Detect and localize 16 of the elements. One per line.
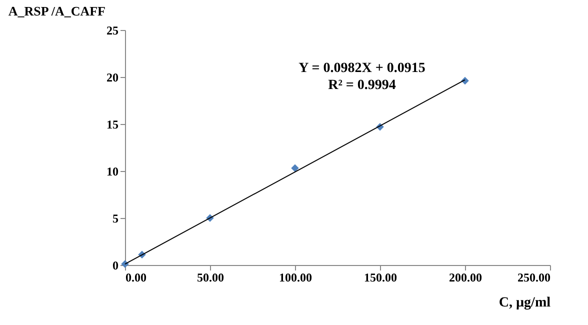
- annotation: R² = 0.9994: [328, 78, 396, 93]
- y-axis-title: A_RSP /A_CAFF: [8, 4, 106, 18]
- y-tick-label: 15: [106, 118, 118, 132]
- y-tick-label: 20: [106, 70, 118, 84]
- x-tick-label: 250.00: [518, 270, 550, 284]
- annotation: Y = 0.0982X + 0.0915: [298, 61, 426, 76]
- x-tick-label: 200.00: [449, 270, 482, 284]
- y-tick-label: 0: [112, 258, 118, 272]
- y-tick-label: 5: [112, 212, 118, 226]
- x-tick-label: 50.00: [197, 270, 224, 284]
- y-tick-label: 25: [106, 24, 118, 38]
- x-tick-label: 0.00: [126, 270, 146, 284]
- x-tick-label: 150.00: [364, 270, 397, 284]
- y-tick-label: 10: [106, 164, 118, 178]
- x-axis-title: C, µg/ml: [498, 296, 551, 310]
- x-tick-label: 100.00: [279, 270, 312, 284]
